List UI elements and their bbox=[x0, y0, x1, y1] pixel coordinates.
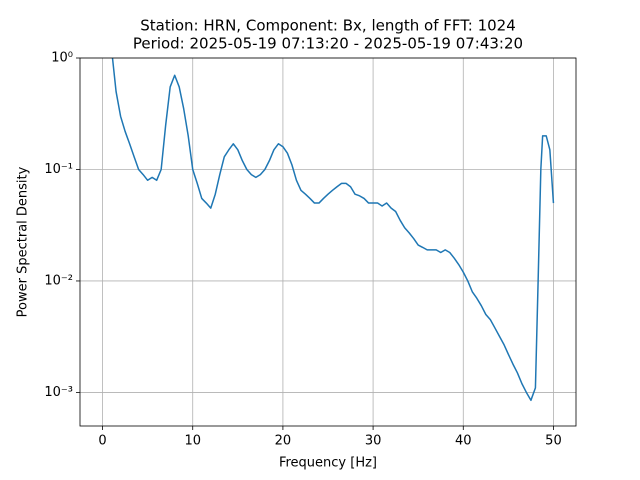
chart-subtitle: Period: 2025-05-19 07:13:20 - 2025-05-19… bbox=[133, 35, 523, 53]
grid bbox=[80, 57, 576, 426]
x-tick-label: 40 bbox=[455, 434, 472, 449]
axes-frame bbox=[79, 57, 577, 427]
chart-title: Station: HRN, Component: Bx, length of F… bbox=[140, 17, 516, 35]
y-axis-label: Power Spectral Density bbox=[16, 166, 31, 317]
y-tick-label: 10⁻² bbox=[44, 273, 73, 288]
x-axis-label: Frequency [Hz] bbox=[279, 456, 377, 471]
y-tick-label: 10⁻³ bbox=[44, 385, 73, 400]
x-tick-label: 0 bbox=[98, 434, 106, 449]
x-tick-label: 10 bbox=[184, 434, 201, 449]
x-tick-label: 30 bbox=[365, 434, 382, 449]
y-tick-label: 10⁰ bbox=[51, 51, 73, 66]
x-tick-label: 50 bbox=[545, 434, 562, 449]
plot-area bbox=[111, 58, 555, 402]
y-tick-label: 10⁻¹ bbox=[44, 162, 73, 177]
x-tick-label: 20 bbox=[275, 434, 292, 449]
data-line bbox=[111, 58, 555, 402]
